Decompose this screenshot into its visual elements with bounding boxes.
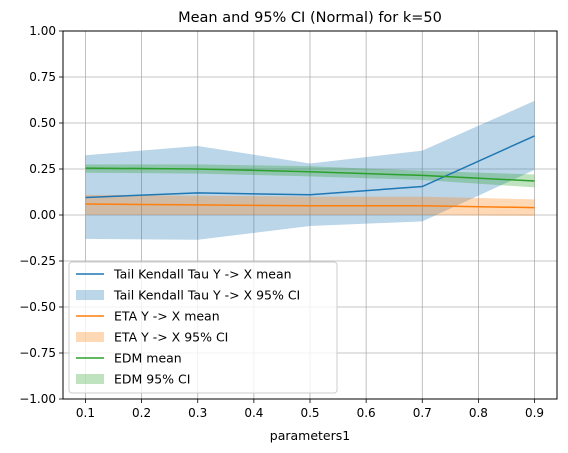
eta-mean-legend-label: ETA Y -> X mean	[114, 309, 220, 324]
tick-layer: 0.1 0.2 0.3 0.4 0.5 0.6 0.7 0.8 0.9 −1.00 −0.75 −0.…	[19, 24, 544, 420]
y-tick-label: −0.50	[19, 300, 56, 314]
x-tick-label: 0.1	[76, 406, 95, 420]
eta-ci-legend-swatch	[76, 332, 104, 342]
tail-ci-legend-swatch	[76, 290, 104, 300]
edm-mean-line	[85, 167, 535, 182]
x-tick-label: 0.2	[132, 406, 151, 420]
y-tick-label: 1.00	[29, 24, 56, 38]
x-tick-label: 0.3	[188, 406, 207, 420]
y-tick-label: 0.75	[29, 70, 56, 84]
y-tick-label: −0.25	[19, 254, 56, 268]
edm-ci-legend-label: EDM 95% CI	[114, 372, 190, 387]
x-tick-label: 0.4	[244, 406, 263, 420]
y-tick-label: 0.50	[29, 116, 56, 130]
edm-mean-legend-label: EDM mean	[114, 351, 182, 366]
chart-title: Mean and 95% CI (Normal) for k=50	[178, 10, 442, 26]
x-tick-label: 0.6	[357, 406, 376, 420]
x-tick-label: 0.8	[469, 406, 488, 420]
eta-mean-line	[85, 203, 535, 209]
legend: Tail Kendall Tau Y -> X mean Tail Kendall…	[68, 261, 338, 394]
eta-ci-legend-label: ETA Y -> X 95% CI	[114, 330, 228, 345]
y-tick-label: −1.00	[19, 392, 56, 406]
tail-ci-legend-label: Tail Kendall Tau Y -> X 95% CI	[113, 288, 300, 303]
x-tick-label: 0.9	[525, 406, 544, 420]
tail-mean-line	[85, 135, 535, 199]
legend-box	[68, 261, 338, 394]
y-tick-label: 0.00	[29, 208, 56, 222]
tail-mean-legend-label: Tail Kendall Tau Y -> X mean	[113, 267, 292, 282]
edm-ci-band	[85, 164, 535, 188]
y-tick-label: −0.75	[19, 346, 56, 360]
x-tick-label: 0.7	[413, 406, 432, 420]
y-tick-label: 0.25	[29, 162, 56, 176]
edm-ci-legend-swatch	[76, 374, 104, 384]
mean-line-layer	[85, 135, 535, 209]
x-tick-label: 0.5	[300, 406, 319, 420]
x-axis-label: parameters1	[270, 428, 350, 443]
